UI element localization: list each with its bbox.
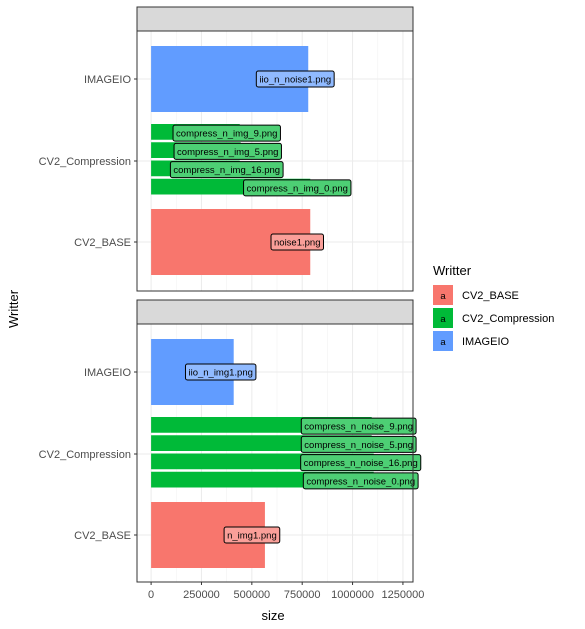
y-tick-label: CV2_Compression [39, 156, 131, 168]
legend-label: CV2_BASE [462, 290, 519, 302]
bar-label-box [223, 526, 281, 544]
x-tick-label: 500000 [233, 589, 270, 601]
bar-label-box [270, 233, 324, 251]
bar-label-group: n_img1.png [223, 526, 281, 544]
bar-label-box [302, 472, 419, 490]
facet-strip [136, 299, 414, 325]
bar-label-group: compress_n_img_5.png [173, 142, 282, 160]
bar-label-box [300, 454, 422, 472]
legend-label: CV2_Compression [462, 313, 554, 325]
bar-label-box [300, 435, 417, 453]
legend-key-cv2_compression [433, 308, 453, 328]
bar-label-box [300, 417, 417, 435]
bar-label-box [184, 363, 257, 381]
bar-label-group: compress_n_img_16.png [169, 161, 284, 179]
bar-label-group: compress_n_noise_16.png [300, 454, 422, 472]
bar-label: compress_n_noise_0.png [306, 476, 415, 487]
bar-label: compress_n_noise_5.png [304, 440, 413, 451]
facet-panel-noise: iio_n_noise1.png compress_n_img_9.pngcomp… [39, 6, 414, 292]
y-tick-label: CV2_BASE [74, 237, 131, 249]
x-tick-label: 1000000 [331, 589, 374, 601]
facet-strip [136, 6, 414, 32]
x-tick-label: 1250000 [382, 589, 425, 601]
bar-label-group: compress_n_noise_5.png [300, 435, 417, 453]
bar-label: compress_n_img_9.png [176, 129, 277, 140]
bar-label-group: iio_n_noise1.png [255, 70, 335, 88]
bar-label: noise1.png [274, 238, 320, 249]
y-tick-label: IMAGEIO [84, 74, 132, 86]
legend-key-cv2_base [433, 285, 453, 305]
bar-label: compress_n_img_5.png [177, 147, 278, 158]
bar-label: iio_n_noise1.png [259, 75, 331, 86]
x-tick-label: 750000 [284, 589, 321, 601]
bar-label: compress_n_img_16.png [173, 165, 280, 176]
bar-label-group: iio_n_img1.png [184, 363, 257, 381]
x-tick-label: 0 [148, 589, 154, 601]
facet-panel-uniform: iio_n_img1.png compress_n_noise_9.pngcomp… [39, 299, 422, 583]
y-tick-label: CV2_Compression [39, 449, 131, 461]
legend-label: IMAGEIO [462, 336, 510, 348]
x-axis-title: size [261, 608, 284, 623]
bar-label-box [172, 124, 281, 142]
bar-label-group: noise1.png [270, 233, 324, 251]
y-tick-label: CV2_BASE [74, 530, 131, 542]
legend-title: Writter [433, 263, 472, 278]
bar-label: compress_n_noise_16.png [304, 458, 418, 469]
bar-label-box [173, 142, 282, 160]
bar-label-group: compress_n_img_9.png [172, 124, 281, 142]
x-tick-label: 250000 [183, 589, 220, 601]
y-axis-title: Writter [6, 289, 21, 328]
bar-label-box [169, 161, 284, 179]
legend-key-glyph: a [440, 337, 446, 348]
legend-key-imageio [433, 331, 453, 351]
bar-label-group: compress_n_noise_9.png [300, 417, 417, 435]
panels-layer: iio_n_noise1.png compress_n_img_9.pngcomp… [39, 6, 425, 601]
bar-label: compress_n_img_0.png [247, 183, 348, 194]
panel-border [136, 323, 414, 583]
bar-label-group: compress_n_noise_0.png [302, 472, 419, 490]
legend-key-glyph: a [440, 291, 446, 302]
bar-label: compress_n_noise_9.png [304, 422, 413, 433]
y-tick-label: IMAGEIO [84, 367, 132, 379]
bar-label-group: compress_n_img_0.png [243, 179, 352, 197]
bar-label: n_img1.png [227, 531, 277, 542]
bar-label-box [243, 179, 352, 197]
legend-key-glyph: a [440, 314, 446, 325]
bar-label: iio_n_img1.png [188, 368, 252, 379]
bar-label-box [255, 70, 335, 88]
